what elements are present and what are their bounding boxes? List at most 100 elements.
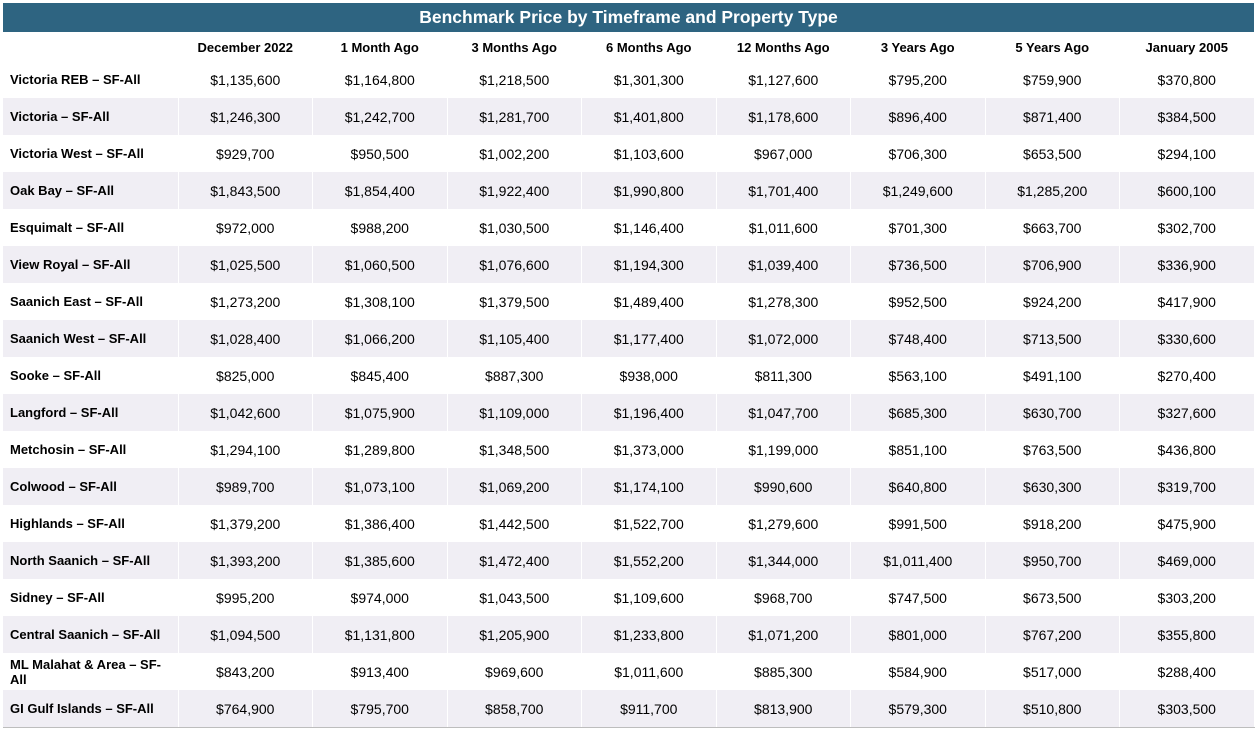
column-header: 3 Months Ago	[447, 34, 582, 61]
price-cell: $302,700	[1119, 209, 1255, 246]
price-cell: $1,030,500	[447, 209, 582, 246]
row-label: GI Gulf Islands – SF-All	[3, 690, 179, 728]
price-cell: $1,379,500	[447, 283, 582, 320]
price-cell: $1,278,300	[716, 283, 851, 320]
price-cell: $1,174,100	[581, 468, 717, 505]
row-label: Victoria – SF-All	[3, 98, 179, 135]
row-label: View Royal – SF-All	[3, 246, 179, 283]
price-cell: $1,218,500	[447, 61, 582, 98]
price-cell: $950,500	[312, 135, 448, 172]
price-cell: $972,000	[178, 209, 313, 246]
price-cell: $759,900	[985, 61, 1120, 98]
price-cell: $969,600	[447, 653, 582, 690]
row-label: Victoria West – SF-All	[3, 135, 179, 172]
price-cell: $1,442,500	[447, 505, 582, 542]
price-cell: $1,042,600	[178, 394, 313, 431]
price-cell: $1,072,000	[716, 320, 851, 357]
price-cell: $640,800	[850, 468, 986, 505]
price-cell: $1,701,400	[716, 172, 851, 209]
price-cell: $1,199,000	[716, 431, 851, 468]
price-cell: $663,700	[985, 209, 1120, 246]
price-cell: $384,500	[1119, 98, 1255, 135]
price-cell: $918,200	[985, 505, 1120, 542]
price-cell: $1,373,000	[581, 431, 717, 468]
price-cell: $630,700	[985, 394, 1120, 431]
price-cell: $1,385,600	[312, 542, 448, 579]
price-cell: $851,100	[850, 431, 986, 468]
price-cell: $1,242,700	[312, 98, 448, 135]
price-cell: $1,843,500	[178, 172, 313, 209]
price-cell: $491,100	[985, 357, 1120, 394]
price-cell: $1,094,500	[178, 616, 313, 653]
price-cell: $330,600	[1119, 320, 1255, 357]
price-cell: $1,011,600	[581, 653, 717, 690]
row-label: Sooke – SF-All	[3, 357, 179, 394]
price-cell: $510,800	[985, 690, 1120, 728]
price-cell: $701,300	[850, 209, 986, 246]
price-cell: $801,000	[850, 616, 986, 653]
row-label: Victoria REB – SF-All	[3, 61, 179, 98]
price-cell: $1,301,300	[581, 61, 717, 98]
price-cell: $1,196,400	[581, 394, 717, 431]
row-label: Saanich West – SF-All	[3, 320, 179, 357]
price-cell: $579,300	[850, 690, 986, 728]
price-cell: $584,900	[850, 653, 986, 690]
price-cell: $1,401,800	[581, 98, 717, 135]
price-cell: $1,233,800	[581, 616, 717, 653]
price-cell: $270,400	[1119, 357, 1255, 394]
price-cell: $1,990,800	[581, 172, 717, 209]
price-cell: $1,127,600	[716, 61, 851, 98]
price-cell: $1,178,600	[716, 98, 851, 135]
price-cell: $991,500	[850, 505, 986, 542]
table-row: Oak Bay – SF-All $1,843,500 $1,854,400 $1,9…	[3, 172, 1255, 209]
price-cell: $1,069,200	[447, 468, 582, 505]
header-row: December 2022 1 Month Ago 3 Months Ago 6…	[3, 34, 1254, 61]
column-header: 6 Months Ago	[581, 34, 716, 61]
price-cell: $1,273,200	[178, 283, 313, 320]
row-label: Saanich East – SF-All	[3, 283, 179, 320]
table-row: GI Gulf Islands – SF-All $764,900 $795,700…	[3, 690, 1255, 728]
price-cell: $1,922,400	[447, 172, 582, 209]
price-cell: $1,071,200	[716, 616, 851, 653]
table-row: Saanich West – SF-All $1,028,400 $1,066,20…	[3, 320, 1255, 357]
column-header: January 2005	[1119, 34, 1254, 61]
price-cell: $764,900	[178, 690, 313, 728]
price-cell: $1,552,200	[581, 542, 717, 579]
table-body: Victoria REB – SF-All $1,135,600 $1,164,80…	[3, 61, 1255, 728]
price-cell: $1,002,200	[447, 135, 582, 172]
price-cell: $747,500	[850, 579, 986, 616]
price-cell: $825,000	[178, 357, 313, 394]
price-cell: $929,700	[178, 135, 313, 172]
column-header	[3, 34, 178, 61]
benchmark-price-table: December 2022 1 Month Ago 3 Months Ago 6…	[3, 34, 1255, 728]
price-cell: $1,249,600	[850, 172, 986, 209]
price-cell: $1,039,400	[716, 246, 851, 283]
table-row: Central Saanich – SF-All $1,094,500 $1,131…	[3, 616, 1255, 653]
price-cell: $974,000	[312, 579, 448, 616]
price-cell: $950,700	[985, 542, 1120, 579]
price-cell: $1,279,600	[716, 505, 851, 542]
price-cell: $1,281,700	[447, 98, 582, 135]
price-cell: $1,194,300	[581, 246, 717, 283]
price-cell: $1,146,400	[581, 209, 717, 246]
price-cell: $885,300	[716, 653, 851, 690]
table-row: Esquimalt – SF-All $972,000 $988,200 $1,030…	[3, 209, 1255, 246]
table-row: Victoria REB – SF-All $1,135,600 $1,164,80…	[3, 61, 1255, 98]
price-cell: $1,344,000	[716, 542, 851, 579]
row-label: Langford – SF-All	[3, 394, 179, 431]
price-cell: $968,700	[716, 579, 851, 616]
price-cell: $767,200	[985, 616, 1120, 653]
table-row: Sidney – SF-All $995,200 $974,000 $1,043,50…	[3, 579, 1255, 616]
price-cell: $1,294,100	[178, 431, 313, 468]
table-row: Colwood – SF-All $989,700 $1,073,100 $1,069…	[3, 468, 1255, 505]
price-cell: $1,073,100	[312, 468, 448, 505]
table-row: ML Malahat & Area – SF-All $843,200 $913,4…	[3, 653, 1255, 690]
price-cell: $1,131,800	[312, 616, 448, 653]
price-cell: $1,011,400	[850, 542, 986, 579]
table-row: Saanich East – SF-All $1,273,200 $1,308,10…	[3, 283, 1255, 320]
price-cell: $1,348,500	[447, 431, 582, 468]
price-cell: $748,400	[850, 320, 986, 357]
price-cell: $336,900	[1119, 246, 1255, 283]
price-cell: $795,200	[850, 61, 986, 98]
price-cell: $1,109,000	[447, 394, 582, 431]
